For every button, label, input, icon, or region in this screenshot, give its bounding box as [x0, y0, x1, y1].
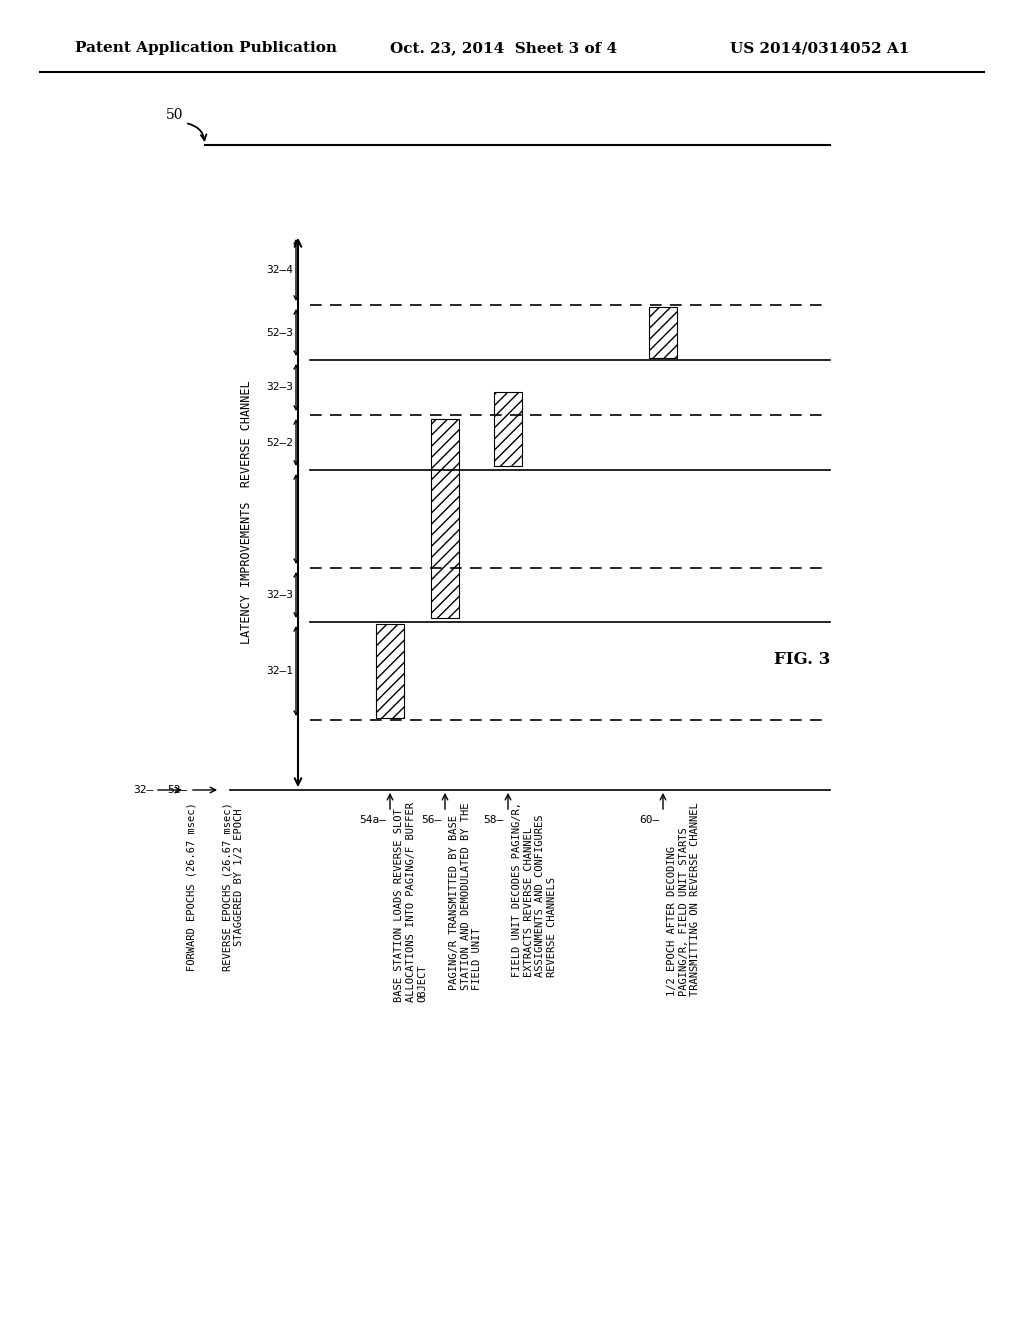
Text: FIELD UNIT DECODES PAGING/R,
EXTRACTS REVERSE CHANNEL
ASSIGNMENTS AND CONFIGURES: FIELD UNIT DECODES PAGING/R, EXTRACTS RE…: [512, 803, 557, 977]
Text: 32–3: 32–3: [266, 383, 293, 392]
Text: 50: 50: [166, 108, 183, 121]
Text: REVERSE EPOCHS (26.67 msec)
    STAGGERED BY 1/2 EPOCH: REVERSE EPOCHS (26.67 msec) STAGGERED BY…: [222, 803, 244, 970]
Text: BASE STATION LOADS REVERSE SLOT
ALLOCATIONS INTO PAGING/F BUFFER
OBJECT: BASE STATION LOADS REVERSE SLOT ALLOCATI…: [394, 803, 427, 1002]
Text: 32–4: 32–4: [266, 265, 293, 275]
Bar: [494, 392, 522, 466]
Text: FORWARD EPOCHS (26.67 msec): FORWARD EPOCHS (26.67 msec): [187, 803, 197, 970]
Text: PAGING/R TRANSMITTED BY BASE
STATION AND DEMODULATED BY THE
FIELD UNIT: PAGING/R TRANSMITTED BY BASE STATION AND…: [449, 803, 482, 990]
Text: 32–3: 32–3: [266, 590, 293, 601]
Text: 60—: 60—: [639, 814, 659, 825]
Text: 32–1: 32–1: [266, 667, 293, 676]
Text: 56—: 56—: [421, 814, 441, 825]
Text: LATENCY IMPROVEMENTS  REVERSE CHANNEL: LATENCY IMPROVEMENTS REVERSE CHANNEL: [240, 380, 253, 644]
Text: US 2014/0314052 A1: US 2014/0314052 A1: [730, 41, 909, 55]
Text: Patent Application Publication: Patent Application Publication: [75, 41, 337, 55]
Text: 52–3: 52–3: [266, 327, 293, 338]
Text: 1/2 EPOCH AFTER DECODING
PAGING/R, FIELD UNIT STARTS
TRANSMITTING ON REVERSE CHA: 1/2 EPOCH AFTER DECODING PAGING/R, FIELD…: [667, 803, 700, 995]
Bar: [649, 308, 677, 358]
Text: 32—: 32—: [133, 785, 153, 795]
Text: 54a—: 54a—: [359, 814, 386, 825]
Text: 52–2: 52–2: [266, 437, 293, 447]
Text: 52—: 52—: [168, 785, 188, 795]
Text: FIG. 3: FIG. 3: [773, 652, 830, 668]
Text: 58—: 58—: [483, 814, 504, 825]
Text: Oct. 23, 2014  Sheet 3 of 4: Oct. 23, 2014 Sheet 3 of 4: [390, 41, 617, 55]
Bar: [431, 418, 459, 618]
Bar: [376, 624, 404, 718]
